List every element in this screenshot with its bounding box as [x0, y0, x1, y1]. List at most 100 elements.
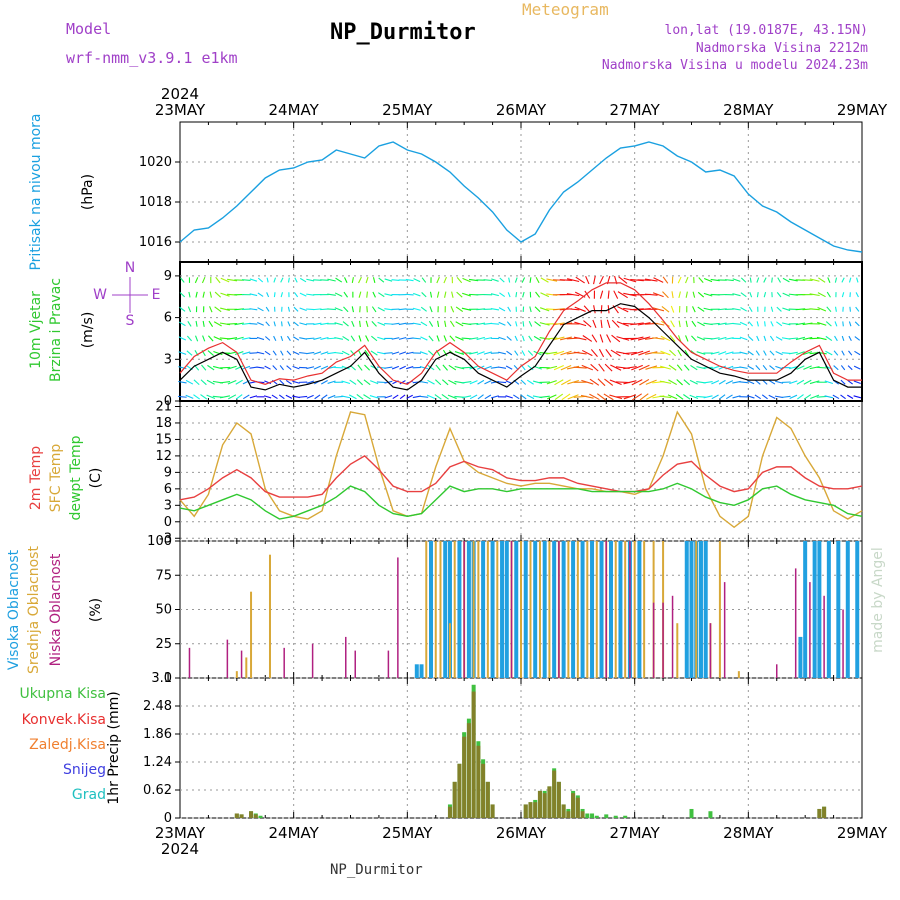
wind-arrow	[732, 293, 741, 297]
wind-arrow	[421, 277, 427, 283]
cloud-bar	[794, 568, 797, 678]
wind-arrow	[775, 351, 783, 356]
cloud-bar	[676, 623, 679, 678]
wind-arrow	[498, 336, 506, 341]
wind-arrow	[391, 351, 400, 355]
wind-arrow	[356, 394, 364, 400]
cloud-bar	[624, 541, 627, 678]
wind-arrow	[689, 394, 699, 399]
wind-arrow	[242, 365, 251, 370]
wind-arrow	[498, 321, 506, 326]
wind-arrow	[732, 366, 741, 369]
wind-arrow	[286, 365, 292, 371]
wind-arrow	[477, 394, 484, 400]
wind-arrow	[213, 350, 223, 356]
wind-arrow	[242, 351, 251, 355]
wind-arrow	[795, 322, 806, 326]
wind-arrow	[514, 335, 518, 342]
wind-arrow	[534, 306, 541, 313]
wind-arrow	[848, 321, 852, 327]
wind-arrow	[590, 363, 599, 372]
wind-arrow	[227, 278, 238, 282]
wind-arrow	[534, 321, 541, 327]
y-tick-label: 18	[155, 416, 172, 431]
wind-arrow	[384, 278, 393, 282]
cloud-bar	[538, 541, 541, 678]
wind-arrow	[443, 335, 447, 342]
wind-arrow	[469, 351, 479, 355]
wind-arrow	[659, 365, 671, 370]
wind-arrow	[365, 335, 370, 342]
wind-gust-line	[179, 282, 862, 385]
wind-arrow	[580, 394, 594, 399]
wind-arrow	[321, 380, 328, 385]
wind-arrow	[833, 350, 839, 356]
wind-arrow	[696, 351, 706, 355]
wind-arrow	[762, 379, 768, 385]
precip-total-bar	[623, 815, 628, 818]
wind-arrow	[451, 291, 454, 298]
wind-arrow	[436, 335, 440, 342]
wind-arrow	[597, 378, 606, 387]
wind-arrow	[506, 321, 512, 327]
wind-arrow	[539, 307, 550, 312]
wind-arrow	[398, 322, 407, 326]
wind-arrow	[770, 321, 774, 327]
cloud-bar	[448, 623, 451, 678]
wind-arrow	[817, 307, 827, 312]
cloud-bar	[510, 541, 513, 678]
wind-arrow	[428, 320, 434, 327]
wind-arrow	[313, 365, 321, 370]
year-label-bottom: 2024	[161, 840, 199, 858]
cloud-bar	[486, 541, 489, 678]
wind-arrow	[810, 394, 820, 400]
wind-arrow	[546, 380, 557, 385]
wind-arrow	[789, 380, 798, 385]
wind-arrow	[809, 293, 820, 297]
wind-arrow	[193, 379, 200, 386]
y-tick-label: 2.48	[143, 699, 172, 714]
y-tick-label: 0	[164, 394, 172, 409]
precip-conv-bar	[566, 811, 571, 818]
wind-arrow	[357, 364, 363, 371]
y-tick-label: 25	[155, 637, 172, 652]
cloud-bar	[472, 541, 475, 678]
wind-arrow	[412, 322, 421, 326]
cloud-bar	[826, 541, 831, 678]
wind-arrow	[825, 321, 832, 327]
wind-arrow	[527, 350, 534, 356]
wind-arrow	[520, 394, 527, 400]
wind-arrow	[816, 336, 827, 341]
wind-arrow	[327, 278, 336, 282]
wind-arrow	[213, 336, 223, 341]
wind-arrow	[769, 350, 775, 356]
wind-arrow	[287, 321, 291, 327]
wind-arrow	[739, 381, 748, 384]
wind-arrow	[327, 380, 336, 384]
wind-arrow	[710, 365, 720, 370]
date-label-bottom: 25MAY	[382, 824, 433, 842]
wind-arrow	[406, 394, 413, 399]
y-tick-label: 0	[164, 811, 172, 826]
wind-arrow	[796, 379, 805, 385]
wind-arrow	[461, 381, 472, 384]
wind-arrow	[372, 291, 376, 298]
wind-arrow	[449, 320, 455, 328]
wind-arrow	[711, 380, 720, 385]
wind-arrow	[567, 278, 580, 283]
wind-arrow	[399, 380, 406, 385]
wind-arrow	[469, 394, 478, 400]
wind-arrow	[559, 279, 573, 282]
wind-arrow	[293, 292, 299, 298]
wind-arrow	[782, 277, 790, 283]
cloud-bar	[283, 647, 285, 678]
precip-legend-item: Ukupna Kisa	[19, 686, 106, 702]
wind-arrow	[350, 350, 356, 356]
cloud-bar	[689, 541, 694, 678]
wind-arrow	[540, 277, 549, 283]
wind-arrow	[363, 394, 371, 400]
wind-arrow	[521, 335, 525, 342]
wind-arrow	[659, 395, 672, 399]
cloud-bar	[463, 541, 465, 678]
wind-arrow	[573, 366, 587, 369]
